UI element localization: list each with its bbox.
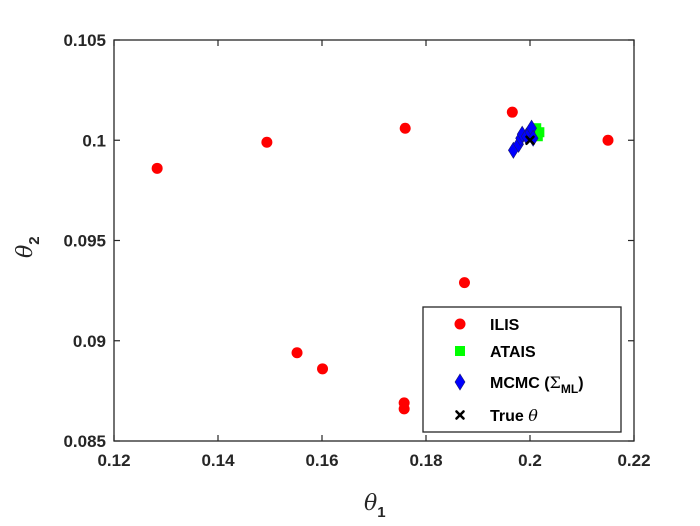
legend: ILIS ATAIS MCMC (ΣML) True θ — [422, 306, 622, 433]
legend-ilis-marker — [454, 318, 466, 330]
y-tick-label: 0.095 — [63, 232, 106, 251]
y-tick-label: 0.1 — [82, 131, 106, 150]
ilis-point — [151, 162, 163, 174]
ilis-point — [291, 347, 303, 359]
y-tick-label: 0.09 — [73, 332, 106, 351]
legend-mcmc-sigma: Σ — [550, 373, 561, 392]
y-tick-label: 0.105 — [63, 31, 106, 50]
legend-mcmc-close: ) — [578, 375, 583, 392]
legend-true-theta-symbol: θ — [528, 406, 538, 425]
legend-true-theta-label: True θ — [490, 406, 538, 425]
y-axis-label-subscript: 2 — [26, 236, 43, 244]
atais-point — [532, 131, 543, 142]
x-tick-label: 0.18 — [409, 451, 442, 470]
x-tick-label: 0.16 — [305, 451, 338, 470]
legend-ilis-label: ILIS — [490, 317, 520, 334]
legend-mcmc-marker — [454, 373, 466, 391]
legend-mcmc-subscript: ML — [561, 382, 578, 396]
x-tick-label: 0.12 — [97, 451, 130, 470]
y-axis-label-symbol: θ — [13, 245, 38, 258]
x-axis-label-symbol: θ — [364, 491, 377, 516]
legend-true-text: True — [490, 408, 528, 425]
legend-true-theta-marker — [455, 410, 465, 420]
ilis-point — [398, 403, 410, 415]
x-axis-label-subscript: 1 — [377, 504, 385, 521]
ilis-point — [602, 134, 614, 146]
x-tick-label: 0.14 — [201, 451, 235, 470]
legend-atais-marker — [455, 346, 465, 356]
ilis-point — [458, 277, 470, 289]
legend-mcmc-text: MCMC ( — [490, 375, 550, 392]
axis-ticks: 0.12 0.14 0.16 0.18 0.2 0.22 0.085 0.09 0.095 0.1… — [63, 31, 650, 470]
ilis-point — [506, 106, 518, 118]
x-tick-label: 0.22 — [617, 451, 650, 470]
legend-mcmc-label: MCMC (ΣML) — [490, 373, 584, 396]
true-theta-point — [525, 135, 535, 146]
ilis-point — [399, 122, 411, 134]
legend-atais-label: ATAIS — [490, 344, 536, 361]
x-tick-label: 0.2 — [518, 451, 542, 470]
y-tick-label: 0.085 — [63, 432, 106, 451]
data-markers — [151, 106, 614, 415]
ilis-point — [317, 363, 329, 375]
y-axis-label: θ2 — [13, 236, 43, 258]
ilis-point — [261, 136, 273, 148]
x-axis-label: θ1 — [364, 491, 386, 521]
